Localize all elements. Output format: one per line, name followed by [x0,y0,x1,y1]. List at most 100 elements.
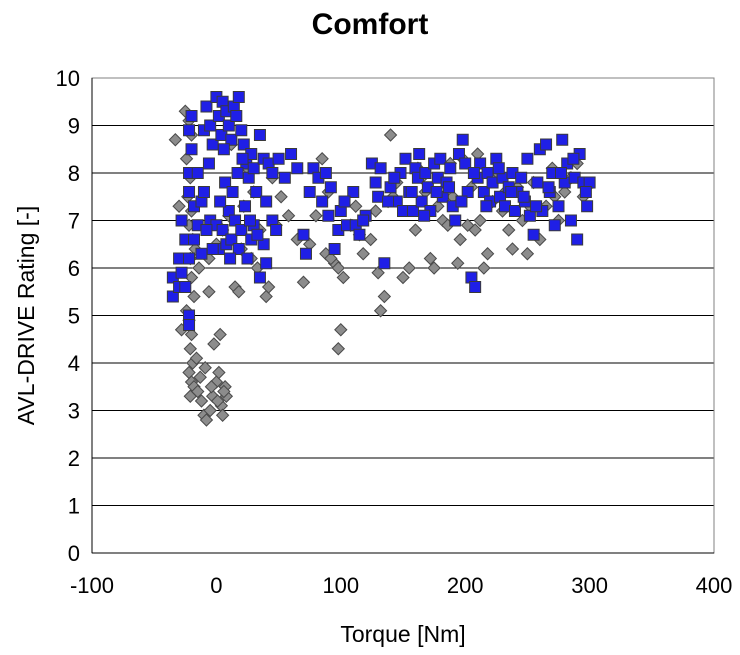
square-point [260,195,273,208]
diamond-point [207,337,221,351]
diamond-point [331,261,346,275]
square-point [459,157,472,170]
x-tick-label: 200 [447,573,484,598]
square-point [515,171,528,184]
diamond-point [296,275,311,289]
square-point [188,233,201,246]
square-point [353,228,366,241]
x-tick-label: -100 [70,573,114,598]
square-point [225,133,238,146]
square-point [434,152,447,165]
y-tick-label: 1 [68,494,80,519]
square-point [204,119,217,132]
y-tick-label: 7 [68,209,80,234]
square-point [452,148,465,160]
diamond-point [183,342,197,356]
square-point [266,167,279,179]
diamond-point [473,213,487,228]
diamond-point [408,223,423,237]
diamond-point [331,342,346,356]
square-point [474,157,487,170]
square-point [523,209,536,222]
square-point [456,133,469,146]
square-point [372,190,385,203]
square-point [505,186,518,198]
square-point [235,124,248,137]
y-tick-label: 9 [68,114,80,139]
square-point [579,186,592,198]
diamond-point [232,285,246,299]
diamond-point [309,209,323,223]
square-point [405,186,418,198]
diamond-point [194,394,209,408]
square-point [241,252,254,265]
x-tick-label: 300 [571,573,608,598]
square-point [185,143,198,156]
square-point [270,224,283,236]
square-point [540,138,553,151]
square-point [303,186,316,198]
square-point [183,124,196,137]
square-point [477,186,490,198]
chart-title: Comfort [311,8,429,41]
square-point [253,271,266,284]
diamond-point [363,232,378,247]
square-point [415,195,428,208]
diamond-point [210,394,225,408]
square-point [567,152,580,165]
square-point [231,167,244,179]
diamond-point [217,384,231,399]
square-point [444,162,457,175]
square-point [469,281,482,293]
diamond-point [402,261,416,275]
diamond-point [202,285,216,299]
diamond-point [191,384,205,399]
diamond-point [274,190,288,204]
square-point [374,162,387,175]
square-point [328,243,341,255]
square-point [272,152,285,165]
diamond-point [315,152,329,166]
square-point [219,176,232,189]
square-point [243,214,256,227]
square-point [195,247,208,260]
diamond-point [468,223,482,237]
square-point [222,205,235,217]
square-point [232,243,245,255]
diamond-point [453,232,467,247]
square-point [556,133,569,146]
square-point [552,200,565,213]
square-point [197,186,210,198]
x-axis-title: Torque [Nm] [340,621,465,647]
diamond-point [198,361,212,375]
square-point [521,152,534,165]
square-point [166,290,179,303]
square-point [291,162,304,175]
square-point [175,214,188,227]
square-point [357,214,370,227]
square-point [299,247,312,260]
diamond-point [189,351,204,365]
square-point [173,252,186,265]
data-points [166,91,596,427]
diamond-point [368,204,383,218]
square-point [455,195,468,208]
diamond-point [199,413,214,427]
square-point [222,119,235,132]
diamond-point [204,380,219,394]
square-point [183,252,196,265]
square-point [229,214,242,227]
square-point [527,228,540,241]
diamond-point [427,261,441,275]
square-point [236,152,249,165]
square-point [531,176,544,189]
y-axis-title: AVL-DRIVE Rating [-] [13,206,39,425]
square-point [480,200,493,213]
square-point [413,148,426,160]
square-point [202,157,215,170]
square-point [319,167,332,179]
diamond-point [373,304,388,318]
square-point [237,138,250,151]
diamond-point [505,242,520,256]
square-point [253,129,266,141]
